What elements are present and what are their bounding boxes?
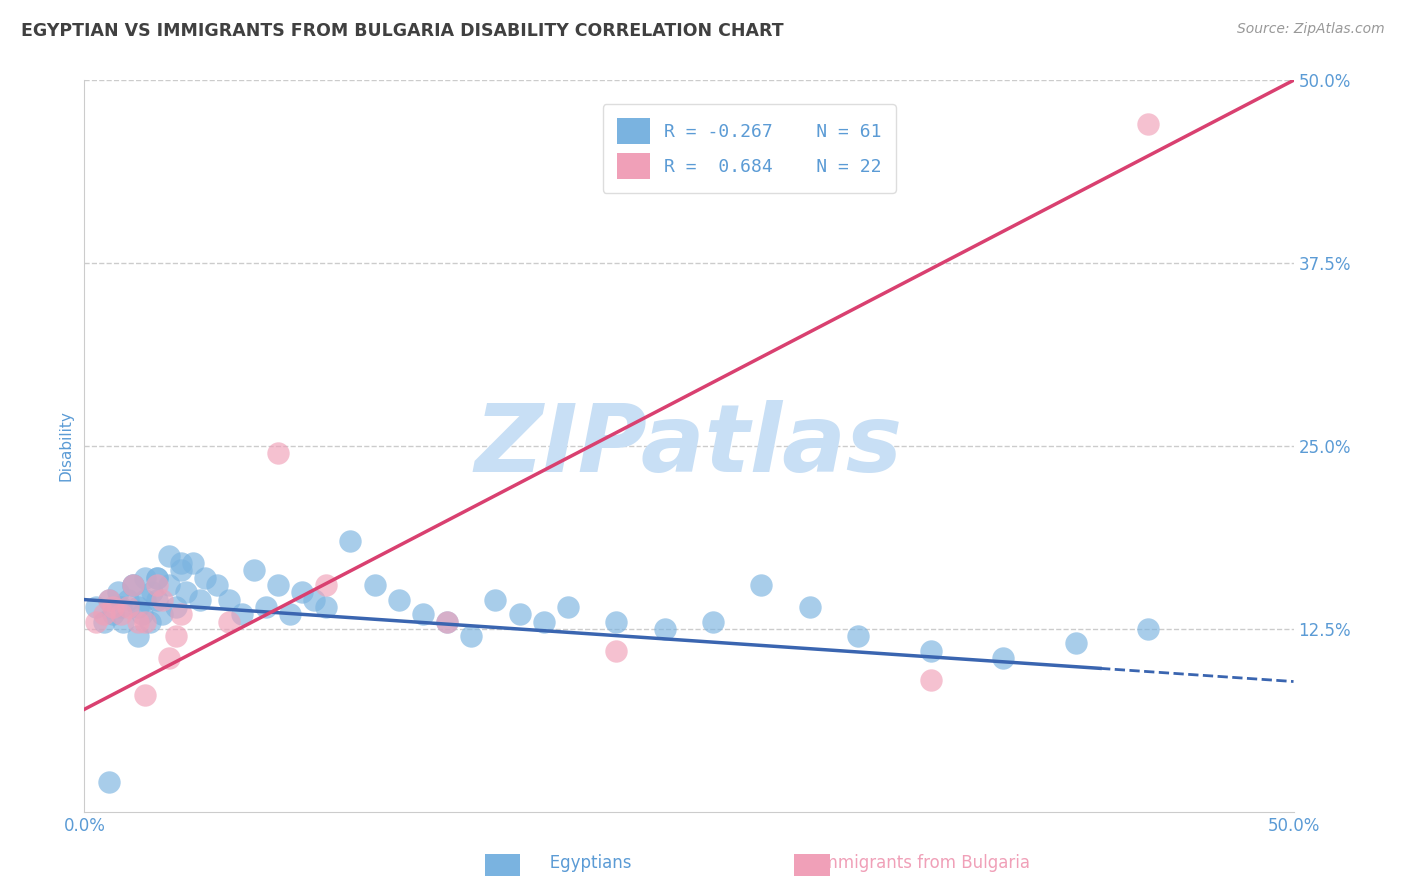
- Point: [1064, 636, 1087, 650]
- Point: [146, 592, 169, 607]
- Text: ZIPatlas: ZIPatlas: [475, 400, 903, 492]
- Point: [134, 688, 156, 702]
- Point: [363, 578, 385, 592]
- Point: [190, 592, 212, 607]
- Point: [484, 592, 506, 607]
- Point: [242, 563, 264, 577]
- Point: [103, 607, 125, 622]
- Point: [165, 629, 187, 643]
- Point: [702, 615, 724, 629]
- Point: [194, 571, 217, 585]
- Point: [846, 629, 869, 643]
- Point: [388, 592, 411, 607]
- Point: [121, 578, 143, 592]
- Text: Immigrants from Bulgaria: Immigrants from Bulgaria: [801, 855, 1031, 872]
- Point: [302, 592, 325, 607]
- Point: [121, 578, 143, 592]
- Point: [751, 578, 773, 592]
- Point: [920, 644, 942, 658]
- Point: [339, 534, 361, 549]
- Point: [117, 592, 139, 607]
- Point: [174, 585, 197, 599]
- Point: [110, 599, 132, 614]
- Point: [157, 651, 180, 665]
- Point: [107, 585, 129, 599]
- Point: [138, 615, 160, 629]
- Point: [291, 585, 314, 599]
- Point: [557, 599, 579, 614]
- Point: [315, 578, 337, 592]
- Point: [278, 607, 301, 622]
- Point: [112, 615, 135, 629]
- Point: [86, 615, 108, 629]
- Point: [157, 549, 180, 563]
- Point: [131, 607, 153, 622]
- Point: [97, 592, 120, 607]
- Point: [605, 644, 627, 658]
- Point: [150, 592, 173, 607]
- Point: [799, 599, 821, 614]
- Point: [231, 607, 253, 622]
- Point: [150, 607, 173, 622]
- Point: [254, 599, 277, 614]
- Point: [436, 615, 458, 629]
- Point: [146, 578, 169, 592]
- Point: [93, 607, 115, 622]
- Point: [218, 592, 240, 607]
- Point: [267, 578, 290, 592]
- Point: [134, 615, 156, 629]
- Point: [121, 578, 143, 592]
- Point: [157, 578, 180, 592]
- Point: [654, 622, 676, 636]
- Point: [165, 599, 187, 614]
- Point: [181, 556, 204, 570]
- Point: [533, 615, 555, 629]
- Point: [1137, 117, 1160, 131]
- Point: [207, 578, 229, 592]
- Text: EGYPTIAN VS IMMIGRANTS FROM BULGARIA DISABILITY CORRELATION CHART: EGYPTIAN VS IMMIGRANTS FROM BULGARIA DIS…: [21, 22, 783, 40]
- Text: Source: ZipAtlas.com: Source: ZipAtlas.com: [1237, 22, 1385, 37]
- Point: [170, 607, 193, 622]
- Legend: R = -0.267    N = 61, R =  0.684    N = 22: R = -0.267 N = 61, R = 0.684 N = 22: [603, 104, 896, 193]
- Point: [436, 615, 458, 629]
- Point: [218, 615, 240, 629]
- Point: [993, 651, 1015, 665]
- Point: [127, 629, 149, 643]
- Point: [103, 599, 125, 614]
- Point: [460, 629, 482, 643]
- Point: [412, 607, 434, 622]
- Point: [127, 599, 149, 614]
- Point: [134, 592, 156, 607]
- Point: [920, 673, 942, 687]
- Point: [86, 599, 108, 614]
- Point: [141, 585, 163, 599]
- Point: [134, 571, 156, 585]
- Point: [97, 592, 120, 607]
- Point: [509, 607, 531, 622]
- Y-axis label: Disability: Disability: [58, 410, 73, 482]
- Point: [127, 615, 149, 629]
- Point: [170, 556, 193, 570]
- Point: [315, 599, 337, 614]
- Point: [93, 615, 115, 629]
- Point: [110, 607, 132, 622]
- Point: [97, 775, 120, 789]
- Point: [146, 571, 169, 585]
- Text: Egyptians: Egyptians: [534, 855, 631, 872]
- Point: [170, 563, 193, 577]
- Point: [267, 446, 290, 460]
- Point: [1137, 622, 1160, 636]
- Point: [605, 615, 627, 629]
- Point: [117, 599, 139, 614]
- Point: [146, 571, 169, 585]
